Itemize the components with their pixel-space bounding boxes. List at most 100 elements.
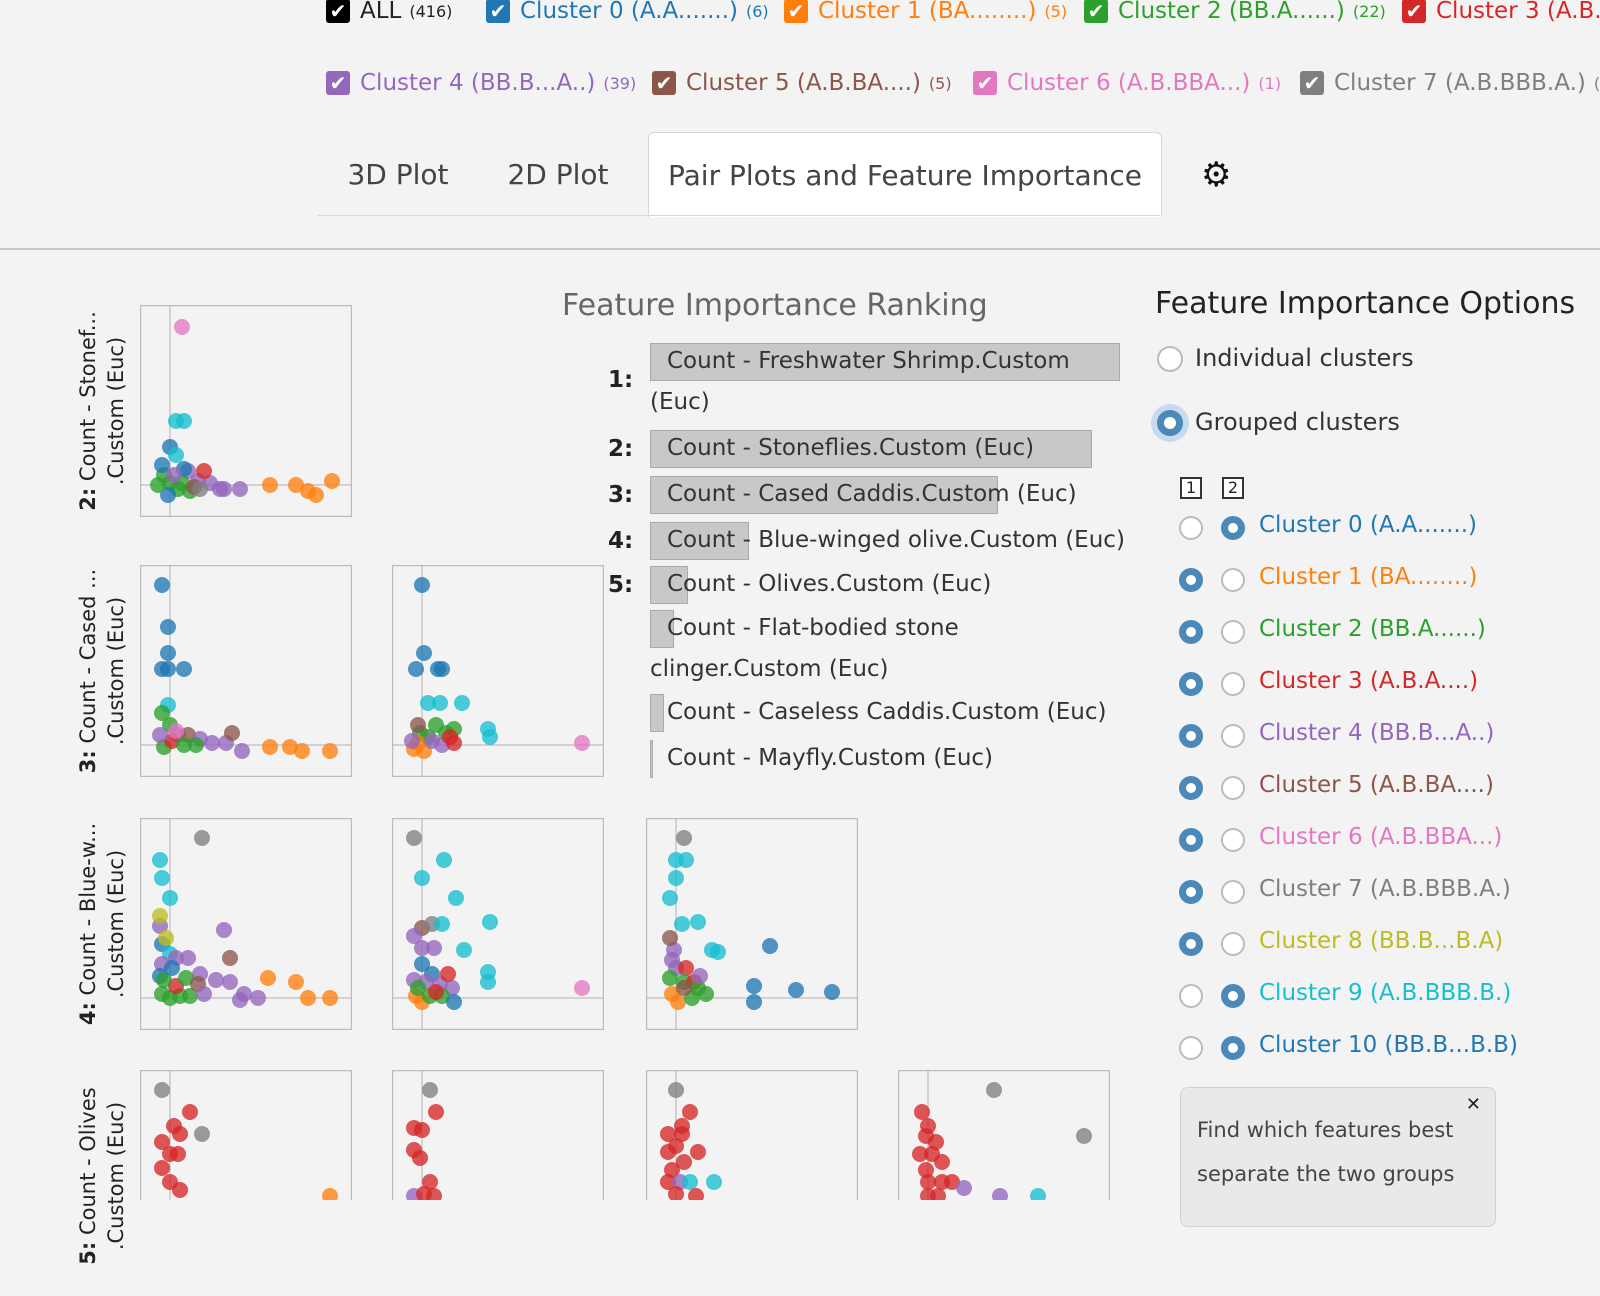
checkbox-checked-icon[interactable]: ✔ — [652, 71, 676, 95]
group-1-radio[interactable] — [1179, 828, 1203, 852]
scatter-point — [188, 737, 204, 753]
group-2-radio[interactable] — [1221, 516, 1245, 540]
legend-count: (6) — [745, 1, 769, 21]
group-1-radio[interactable] — [1179, 724, 1203, 748]
tab-pair-plots[interactable]: Pair Plots and Feature Importance — [648, 132, 1162, 217]
legend-item[interactable]: ✔ Cluster 2 (BB.A......) (22) — [1084, 0, 1386, 24]
legend-item[interactable]: ✔ Cluster 1 (BA........) (5) — [784, 0, 1067, 24]
group-1-radio[interactable] — [1179, 568, 1203, 592]
feature-rank-number: 5: — [608, 572, 634, 598]
cluster-option-label: Cluster 6 (A.B.BBA...) — [1259, 824, 1503, 850]
checkbox-checked-icon[interactable]: ✔ — [486, 0, 510, 23]
scatter-point — [428, 1104, 444, 1120]
group-1-radio[interactable] — [1179, 1036, 1203, 1060]
feature-name-continued: (Euc) — [650, 389, 710, 415]
radio-grouped-clusters[interactable] — [1157, 410, 1183, 436]
group-1-radio[interactable] — [1179, 672, 1203, 696]
group-2-radio[interactable] — [1221, 984, 1245, 1008]
scatter-cased-vs-stoneflies — [392, 565, 604, 777]
scatter-point — [408, 661, 424, 677]
scatter-point — [412, 1150, 428, 1166]
group-1-radio[interactable] — [1179, 516, 1203, 540]
group-2-radio[interactable] — [1221, 1036, 1245, 1060]
checkbox-checked-icon[interactable]: ✔ — [326, 71, 350, 95]
tab-2d-plot[interactable]: 2D Plot — [507, 157, 609, 191]
checkbox-checked-icon[interactable]: ✔ — [1300, 71, 1324, 95]
group-2-radio[interactable] — [1221, 620, 1245, 644]
scatter-point — [574, 735, 590, 751]
scatter-point — [662, 890, 678, 906]
scatter-point — [662, 970, 678, 986]
checkbox-checked-icon[interactable]: ✔ — [326, 0, 350, 23]
scatter-point — [414, 577, 430, 593]
radio-individual-clusters[interactable] — [1157, 346, 1183, 372]
y-label-rank: 4: — [76, 1002, 100, 1026]
group-1-radio[interactable] — [1179, 776, 1203, 800]
group-2-radio[interactable] — [1221, 724, 1245, 748]
scatter-point — [160, 619, 176, 635]
legend-count: (5) — [1044, 1, 1068, 21]
scatter-point — [152, 852, 168, 868]
y-label-text: Count - Stonef... — [76, 311, 100, 488]
cluster-option-label: Cluster 2 (BB.A......) — [1259, 616, 1486, 642]
legend-item[interactable]: ✔ Cluster 6 (A.B.BBA...) (1) — [973, 70, 1281, 96]
scatter-point — [682, 1104, 698, 1120]
legend-label: Cluster 0 (A.A.......) — [520, 0, 738, 24]
group-1-radio[interactable] — [1179, 932, 1203, 956]
group-2-radio[interactable] — [1221, 828, 1245, 852]
scatter-cased-vs-shrimp — [140, 565, 352, 777]
radio-label: Individual clusters — [1195, 344, 1414, 372]
scatter-bluewinged-vs-stoneflies — [392, 818, 604, 1030]
group-2-radio[interactable] — [1221, 776, 1245, 800]
legend-item[interactable]: ✔ ALL (416) — [326, 0, 452, 24]
checkbox-checked-icon[interactable]: ✔ — [1402, 0, 1426, 23]
group-2-radio[interactable] — [1221, 880, 1245, 904]
scatter-point — [174, 319, 190, 335]
scatter-bluewinged-vs-shrimp — [140, 818, 352, 1030]
scatter-point — [196, 463, 212, 479]
scatter-point — [154, 1160, 170, 1176]
scatter-point — [918, 1162, 934, 1178]
scatter-point — [160, 487, 176, 503]
cluster-option-label: Cluster 1 (BA........) — [1259, 564, 1478, 590]
gear-icon[interactable]: ⚙ — [1201, 155, 1232, 195]
checkbox-checked-icon[interactable]: ✔ — [784, 0, 808, 23]
legend-label: Cluster 2 (BB.A......) — [1118, 0, 1345, 24]
group-1-radio[interactable] — [1179, 984, 1203, 1008]
group-1-radio[interactable] — [1179, 880, 1203, 904]
close-icon[interactable]: ✕ — [1465, 1094, 1481, 1115]
pair-plot-y-label: 5: Count - Olives .Custom (Euc) — [74, 1056, 130, 1296]
y-label-text: Count - Blue-w... — [76, 822, 100, 1003]
scatter-point — [454, 695, 470, 711]
scatter-point — [154, 1134, 170, 1150]
checkbox-checked-icon[interactable]: ✔ — [973, 71, 997, 95]
pair-plot-y-label: 3: Count - Cased ... .Custom (Euc) — [74, 551, 130, 791]
legend-label: Cluster 5 (A.B.BA....) — [686, 70, 921, 96]
scatter-bluewinged-vs-cased — [646, 818, 858, 1030]
scatter-point — [944, 1174, 960, 1190]
group-2-radio[interactable] — [1221, 568, 1245, 592]
group-2-radio[interactable] — [1221, 672, 1245, 696]
legend-item[interactable]: ✔ Cluster 0 (A.A.......) (6) — [486, 0, 769, 24]
scatter-point — [222, 950, 238, 966]
legend-item[interactable]: ✔ Cluster 4 (BB.B...A..) (39) — [326, 70, 636, 96]
tab-3d-plot[interactable]: 3D Plot — [347, 157, 449, 191]
legend-item[interactable]: ✔ Cluster 7 (A.B.BBB.A.) (3 — [1300, 70, 1600, 96]
legend-item[interactable]: ✔ Cluster 5 (A.B.BA....) (5) — [652, 70, 952, 96]
feature-importance-bar — [650, 522, 749, 560]
legend-count: (39) — [603, 73, 637, 93]
pair-plots-grid: 2: Count - Stonef... .Custom (Euc) 3: Coun… — [0, 270, 1130, 1265]
scatter-point — [956, 1180, 972, 1196]
scatter-olives-vs-stoneflies — [392, 1070, 604, 1200]
scatter-point — [156, 972, 172, 988]
legend-item[interactable]: ✔ Cluster 3 (A.B.A....) — [1402, 0, 1600, 24]
scatter-point — [670, 994, 686, 1010]
legend-count: (416) — [409, 1, 453, 21]
group-2-radio[interactable] — [1221, 932, 1245, 956]
scatter-point — [692, 968, 708, 984]
scatter-point — [160, 661, 176, 677]
scatter-point — [410, 717, 426, 733]
group-1-radio[interactable] — [1179, 620, 1203, 644]
checkbox-checked-icon[interactable]: ✔ — [1084, 0, 1108, 23]
feature-importance-title: Feature Importance Ranking — [562, 288, 988, 323]
